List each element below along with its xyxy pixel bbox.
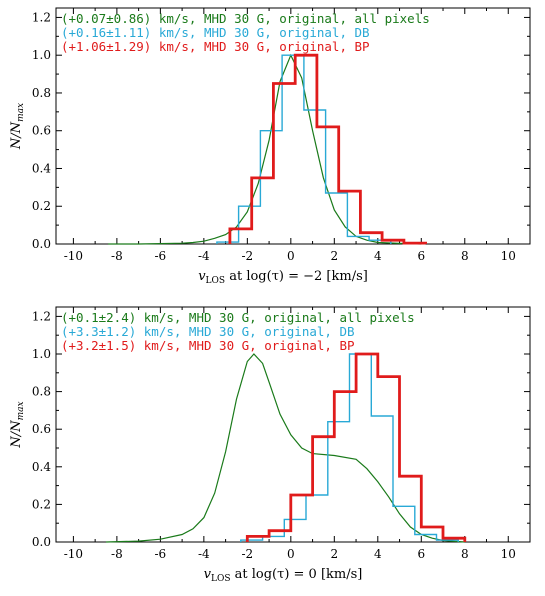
- x-axis-label: vLOS at log(τ) = 0 [km/s]: [204, 567, 363, 584]
- x-tick-label: 8: [461, 249, 469, 263]
- x-tick-label: 10: [501, 249, 516, 263]
- bottom-chart-panel: -10 -8 -6 -4 -2 0 2 4 6 8 10 0.0 0.2 0.4 0.6 0.8 1.0 1.2 (…: [9, 306, 531, 584]
- x-tick-label: 4: [374, 547, 382, 561]
- series-curve-all-pixels: [105, 353, 465, 543]
- series-histogram-db: [216, 54, 392, 244]
- x-tick-label: -10: [64, 249, 83, 263]
- y-tick-label: 0.4: [32, 161, 51, 175]
- y-axis-label: N/Nmax: [9, 401, 26, 448]
- x-tick-label: -8: [111, 547, 123, 561]
- y-tick-label: 0.6: [32, 422, 51, 436]
- legend-entry: (+0.07±0.86) km/s, MHD 30 G, original, a…: [61, 11, 430, 26]
- y-tick-label: 1.2: [32, 10, 51, 24]
- x-tick-label: -2: [241, 249, 253, 263]
- x-tick-label: -8: [111, 249, 123, 263]
- y-tick-label: 0.6: [32, 124, 51, 138]
- y-tick-label: 0.0: [32, 535, 51, 549]
- x-tick-label: 4: [374, 249, 382, 263]
- y-tick-label: 0.0: [32, 237, 51, 251]
- y-tick-label: 1.0: [32, 48, 51, 62]
- y-tick-label: 0.8: [32, 86, 51, 100]
- x-tick-label: 0: [287, 249, 295, 263]
- x-tick-label: 6: [417, 249, 425, 263]
- y-tick-label: 0.2: [32, 199, 51, 213]
- legend-entry: (+3.2±1.5) km/s, MHD 30 G, original, BP: [61, 338, 355, 353]
- plot-frame: [55, 306, 531, 543]
- x-tick-label: 6: [417, 547, 425, 561]
- plot-frame: [55, 7, 531, 245]
- x-tick-label: 10: [501, 547, 516, 561]
- x-tick-label: 0: [287, 547, 295, 561]
- x-tick-label: 2: [330, 249, 338, 263]
- y-tick-label: 1.2: [32, 309, 51, 323]
- x-tick-label: 2: [330, 547, 338, 561]
- top-chart-panel: -10 -8 -6 -4 -2 0 2 4 6 8 10 0.0 0.2 0.4 0.6 0.8 1.0 1.2 (…: [9, 7, 531, 286]
- y-tick-label: 0.2: [32, 497, 51, 511]
- x-tick-label: 8: [461, 547, 469, 561]
- x-tick-label: -6: [155, 249, 167, 263]
- x-axis-label: vLOS at log(τ) = −2 [km/s]: [198, 269, 368, 286]
- legend-entry: (+0.1±2.4) km/s, MHD 30 G, original, all…: [61, 310, 415, 325]
- x-tick-label: -10: [64, 547, 83, 561]
- legend-entry: (+0.16±1.11) km/s, MHD 30 G, original, D…: [61, 25, 370, 40]
- series-curve-all-pixels: [108, 53, 422, 245]
- x-tick-label: -4: [198, 547, 210, 561]
- y-tick-label: 1.0: [32, 347, 51, 361]
- series-histogram-bp: [228, 53, 427, 245]
- y-axis-label: N/Nmax: [9, 103, 26, 150]
- legend-entry: (+3.3±1.2) km/s, MHD 30 G, original, DB: [61, 324, 355, 339]
- x-tick-label: -6: [155, 547, 167, 561]
- x-tick-label: -4: [198, 249, 210, 263]
- legend-entry: (+1.06±1.29) km/s, MHD 30 G, original, B…: [61, 39, 370, 54]
- series-histogram-db: [240, 353, 459, 542]
- x-tick-label: -2: [241, 547, 253, 561]
- y-tick-label: 0.4: [32, 460, 51, 474]
- series-histogram-bp: [245, 352, 467, 542]
- y-tick-label: 0.8: [32, 385, 51, 399]
